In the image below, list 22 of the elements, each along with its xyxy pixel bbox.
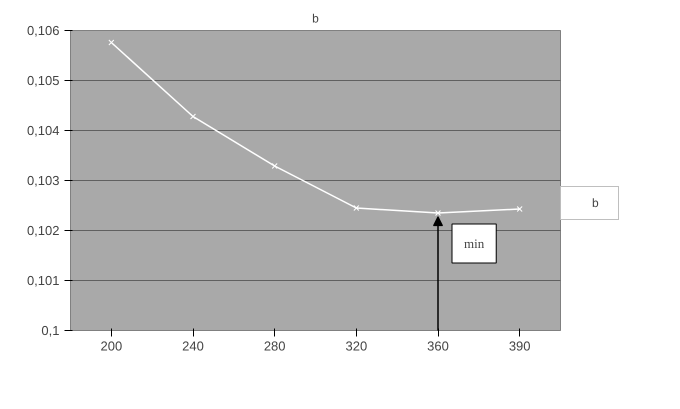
y-tick-label: 0,104 [26, 123, 60, 138]
chart-title: b [312, 12, 320, 26]
point [272, 163, 278, 169]
x-tick-label: 360 [427, 338, 449, 354]
x-tick-label: 390 [508, 338, 531, 354]
y-tick-label: 0,1 [41, 323, 60, 338]
text: b [592, 196, 600, 210]
point [435, 210, 441, 216]
x-tick-label: 320 [345, 338, 368, 354]
y-tick-label: 0,102 [26, 223, 60, 238]
point [353, 205, 360, 211]
y-tick-label: 0,105 [26, 73, 60, 88]
x-tick-label: 200 [100, 338, 122, 354]
x-tick-label: 280 [264, 338, 286, 354]
annotation: min [464, 236, 485, 251]
y-tick-label: 0,106 [26, 23, 60, 38]
point [190, 114, 196, 120]
y-tick-label: 0,103 [26, 173, 60, 188]
point [516, 206, 523, 212]
point [108, 40, 114, 46]
y-tick-label: 0,101 [26, 273, 60, 288]
x-tick-label: 240 [182, 338, 204, 354]
